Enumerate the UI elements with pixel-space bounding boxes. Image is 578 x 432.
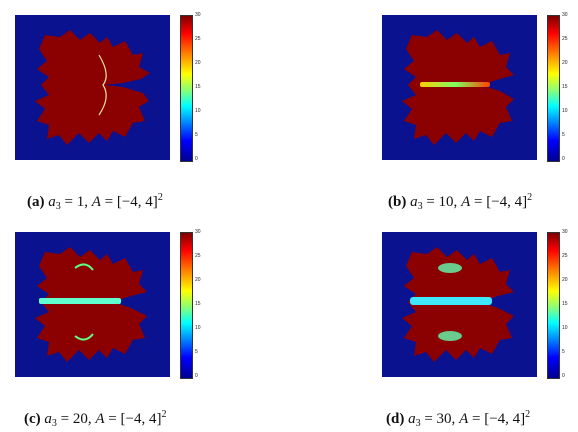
caption-eq1: = 30, [420,411,460,427]
caption-letter: (c) [24,411,41,427]
caption-var: a [408,411,416,427]
colorbar-tick: 10 [195,108,201,114]
caption-eq1: = 10, [422,194,462,210]
caption-var: a [410,194,418,210]
caption-A: A [91,194,101,210]
caption-eq2: = [−4, 4] [104,411,162,427]
caption-A: A [459,411,469,427]
caption-sub: 3 [55,201,61,212]
colorbar-tick: 15 [562,301,568,307]
fractal-plot-a [15,15,170,160]
colorbar-tick: 15 [195,84,201,90]
colorbar-tick: 0 [562,156,565,162]
colorbar-tick: 25 [195,36,201,42]
colorbar-tick: 15 [562,84,568,90]
caption-sup: 2 [527,192,533,203]
caption-eq1: = 20, [56,411,96,427]
caption-b: (b) a3 = 10, A = [−4, 4]2 [388,192,532,212]
colorbar-tick: 30 [562,229,568,235]
colorbar-tick: 15 [195,301,201,307]
colorbar-tick: 5 [562,349,565,355]
fractal-image-b [402,30,514,145]
colorbar-tick: 5 [195,132,198,138]
colorbar-tick: 30 [195,12,201,18]
fractal-plot-b [382,15,537,160]
colorbar-tick: 10 [562,108,568,114]
caption-letter: (a) [27,194,45,210]
colorbar-b [547,15,560,162]
caption-eq2: = [−4, 4] [470,194,528,210]
colorbar-tick: 30 [562,12,568,18]
caption-letter: (d) [386,411,405,427]
colorbar-tick: 20 [195,277,201,283]
caption-sup: 2 [525,409,531,420]
caption-sub: 3 [417,201,423,212]
fractal-plot-d [382,232,537,377]
colorbar-tick: 0 [195,156,198,162]
colorbar-tick: 0 [562,373,565,379]
colorbar-tick: 0 [195,373,198,379]
fractal-plot-c [15,232,170,377]
colorbar-tick: 10 [562,325,568,331]
caption-var: a [44,411,52,427]
colorbar-tick: 5 [562,132,565,138]
fractal-image-c [35,247,147,362]
colorbar-tick: 10 [195,325,201,331]
colorbar-tick: 30 [195,229,201,235]
colorbar-tick: 20 [562,277,568,283]
caption-letter: (b) [388,194,407,210]
colorbar-tick: 5 [195,349,198,355]
fractal-image-d [402,247,514,362]
caption-A: A [95,411,105,427]
colorbar-c [180,232,193,379]
colorbar-a [180,15,193,162]
caption-eq1: = 1, [60,194,92,210]
caption-sup: 2 [161,409,167,420]
caption-d: (d) a3 = 30, A = [−4, 4]2 [386,409,530,429]
colorbar-tick: 25 [195,253,201,259]
caption-A: A [461,194,471,210]
colorbar-tick: 25 [562,253,568,259]
colorbar-tick: 20 [195,60,201,66]
caption-sub: 3 [51,418,57,429]
colorbar-tick: 20 [562,60,568,66]
colorbar-d [547,232,560,379]
caption-eq2: = [−4, 4] [100,194,158,210]
caption-c: (c) a3 = 20, A = [−4, 4]2 [24,409,166,429]
caption-var: a [48,194,56,210]
caption-sup: 2 [157,192,163,203]
colorbar-tick: 25 [562,36,568,42]
caption-sub: 3 [415,418,421,429]
fractal-image-a [35,30,150,145]
caption-eq2: = [−4, 4] [468,411,526,427]
caption-a: (a) a3 = 1, A = [−4, 4]2 [27,192,163,212]
